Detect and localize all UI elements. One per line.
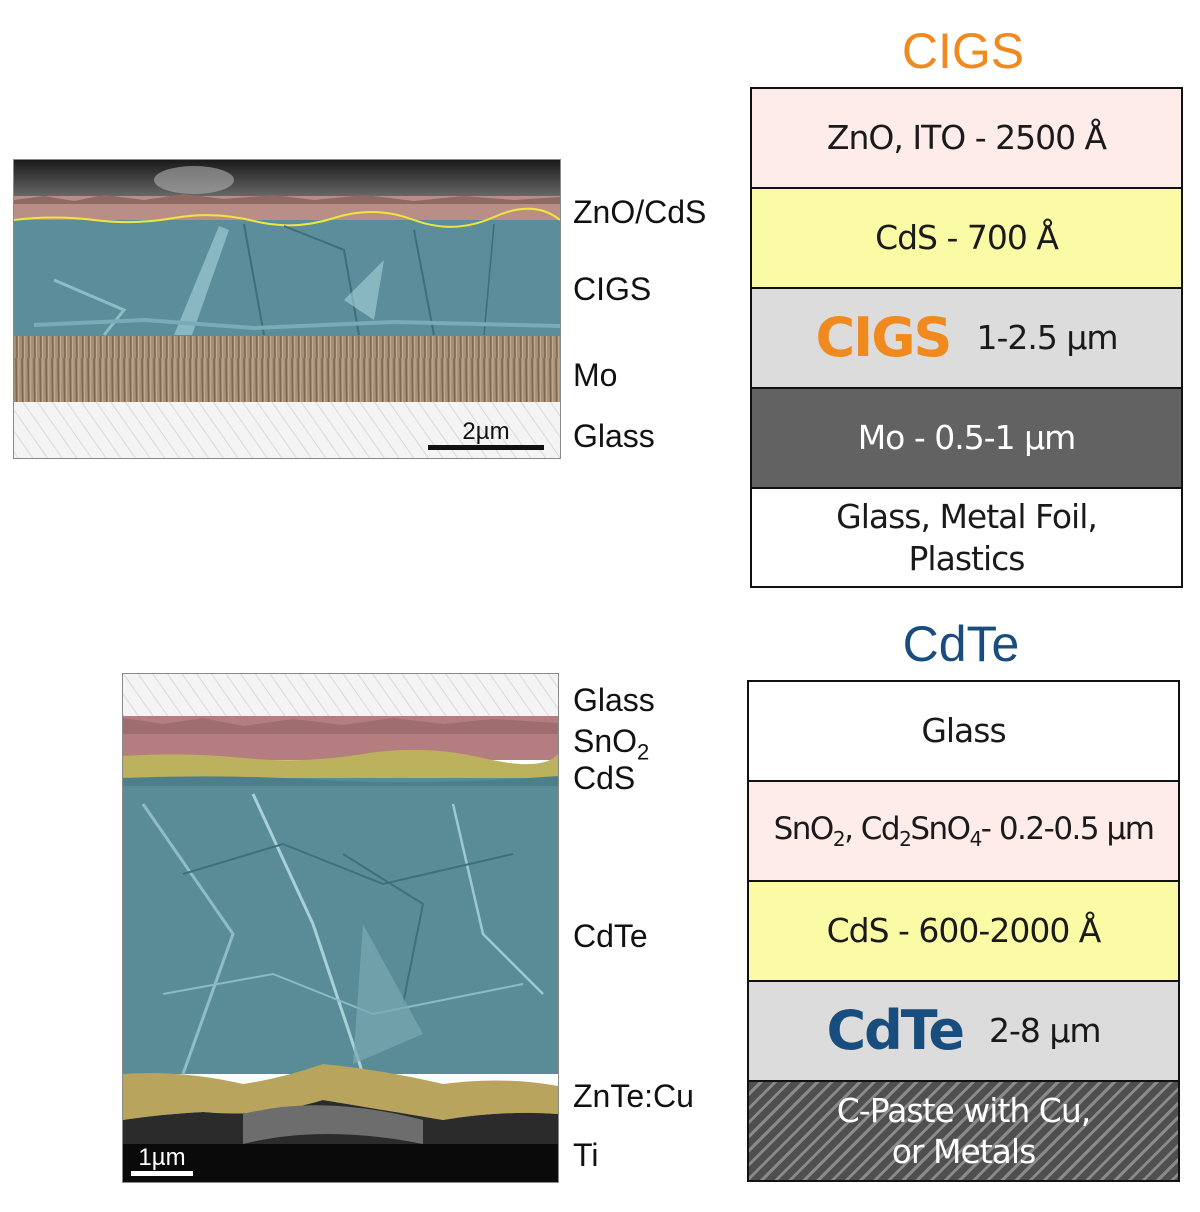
cdte-layer-stack: Glass SnO2, Cd2SnO4- 0.2-0.5 µm CdS - 60… [747, 680, 1180, 1182]
tco-part-sub2: 2 [832, 827, 846, 852]
cdte-scale-bar: 1µm [131, 1144, 193, 1176]
tco-part-thickness: - 0.2-0.5 µm [980, 810, 1155, 847]
cigs-sem-image: 2µm [13, 159, 561, 459]
cdte-label-cds: CdS [573, 760, 636, 796]
cdte-layer-cds: CdS - 600-2000 Å [749, 882, 1178, 982]
cigs-scale-bar-label: 2µm [462, 418, 510, 445]
tco-part-sno-b: SnO [910, 810, 971, 847]
cdte-label-cdte: CdTe [573, 918, 648, 954]
cigs-label-mo: Mo [573, 357, 618, 393]
cdte-scale-bar-label: 1µm [138, 1144, 186, 1171]
cigs-layer-zno-text: ZnO, ITO - 2500 Å [826, 118, 1107, 158]
cigs-layer-absorber: CIGS 1-2.5 µm [752, 289, 1181, 389]
cigs-label-cigs: CIGS [573, 271, 652, 307]
cigs-layer-zno: ZnO, ITO - 2500 Å [752, 89, 1181, 189]
cigs-layer-absorber-thickness: 1-2.5 µm [976, 318, 1118, 358]
cdte-label-sno2-base: SnO [573, 723, 638, 759]
cdte-label-sno2-sub: 2 [637, 739, 650, 765]
cdte-label-glass: Glass [573, 682, 655, 718]
cdte-layer-glass-text: Glass [921, 711, 1006, 751]
cdte-label-ti: Ti [573, 1137, 599, 1173]
tco-part-sub2b: 2 [899, 827, 912, 852]
cdte-layer-back-contact-line1: C-Paste with Cu, [836, 1090, 1091, 1130]
cigs-scale-bar: 2µm [428, 418, 544, 450]
cdte-layer-tco-text: SnO2, Cd2SnO4- 0.2-0.5 µm [773, 810, 1155, 852]
cdte-title: CdTe [902, 616, 1020, 672]
cdte-layer-cds-text: CdS - 600-2000 Å [826, 911, 1102, 951]
cigs-layer-substrate: Glass, Metal Foil, Plastics [752, 489, 1181, 586]
cdte-layer-glass: Glass [749, 682, 1178, 782]
cigs-title: CIGS [901, 23, 1025, 79]
cigs-label-zno-cds: ZnO/CdS [573, 194, 707, 230]
cdte-layer-back-contact-line2: or Metals [891, 1132, 1037, 1171]
cdte-layer-tco: SnO2, Cd2SnO4- 0.2-0.5 µm [749, 782, 1178, 882]
cigs-layer-mo: Mo - 0.5-1 µm [752, 389, 1181, 489]
cdte-layer-absorber-thickness: 2-8 µm [989, 1011, 1102, 1051]
cdte-label-sno2: SnO2 [573, 723, 649, 765]
cigs-label-glass: Glass [573, 418, 655, 454]
cigs-layer-substrate-line1: Glass, Metal Foil, [836, 497, 1098, 537]
cdte-sem-image: 1µm [122, 673, 559, 1183]
cigs-layer-mo-text: Mo - 0.5-1 µm [857, 418, 1077, 458]
cigs-layer-substrate-line2: Plastics [908, 538, 1026, 578]
cigs-layer-absorber-name: CIGS [815, 306, 953, 370]
cdte-layer-absorber: CdTe 2-8 µm [749, 982, 1178, 1082]
tco-part-sub4: 4 [969, 827, 983, 852]
tco-part-sno: SnO [773, 810, 835, 847]
tco-part-cd: , Cd [844, 810, 901, 847]
cdte-layer-absorber-name: CdTe [826, 999, 965, 1063]
cigs-layer-cds: CdS - 700 Å [752, 189, 1181, 289]
cdte-layer-back-contact: C-Paste with Cu, or Metals [749, 1082, 1178, 1180]
cdte-label-znte-cu: ZnTe:Cu [573, 1078, 694, 1114]
cigs-layer-stack: ZnO, ITO - 2500 Å CdS - 700 Å CIGS 1-2.5… [750, 87, 1183, 588]
cigs-layer-cds-text: CdS - 700 Å [875, 218, 1059, 258]
